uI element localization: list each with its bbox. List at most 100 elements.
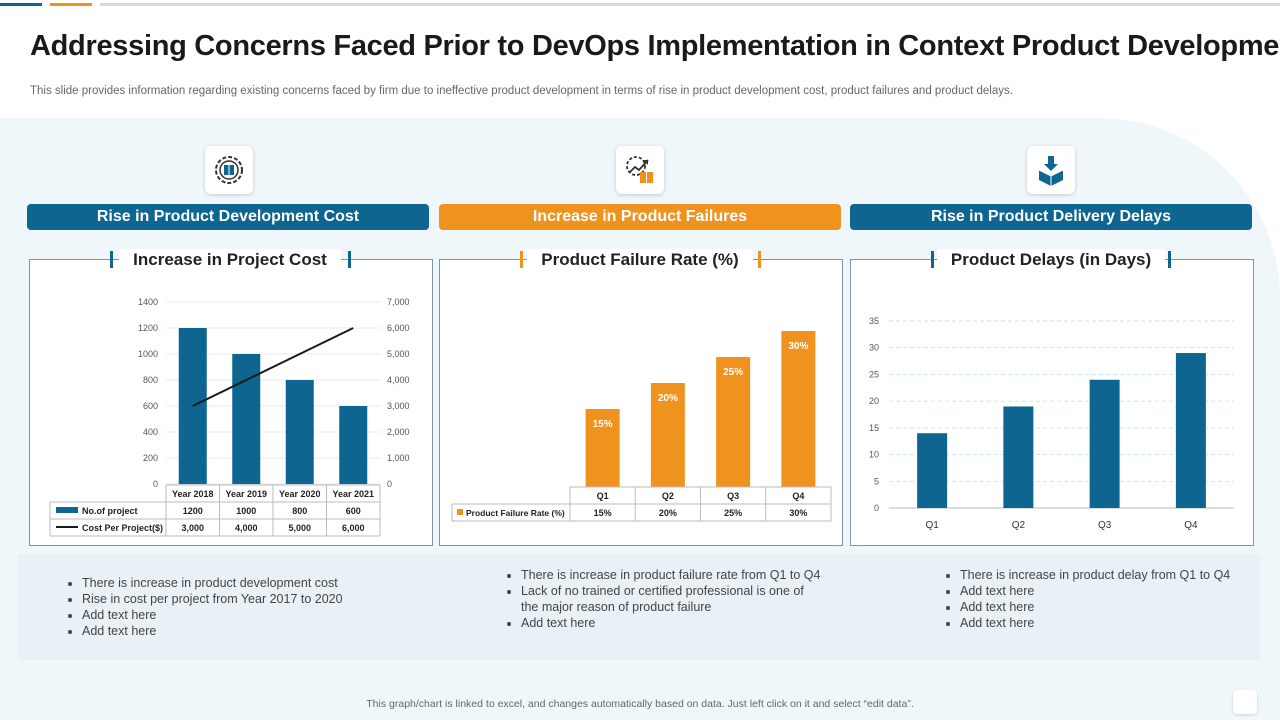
accent-line-orange — [50, 3, 92, 6]
x-category-label: Q2 — [662, 491, 674, 501]
bar-product-delay — [1003, 406, 1034, 508]
bar-data-label: 20% — [658, 393, 678, 404]
y-tick-label: 1200 — [138, 323, 158, 333]
bar-data-label: 25% — [723, 367, 743, 378]
y-tick-label: 25 — [869, 369, 879, 379]
chart-title-failure-rate: Product Failure Rate (%) — [470, 249, 810, 271]
y-tick-label: 1000 — [138, 349, 158, 359]
y-tick-label: 0 — [874, 503, 879, 513]
x-category-label: Q2 — [1012, 520, 1026, 531]
y2-tick-label: 5,000 — [387, 349, 410, 359]
x-category-label: Q4 — [1184, 520, 1198, 531]
gear-box-icon — [205, 146, 253, 194]
slide-subtitle: This slide provides information regardin… — [30, 85, 1013, 97]
banner-product-failures: Increase in Product Failures — [439, 204, 841, 230]
table-cell: 20% — [659, 508, 677, 518]
bullet-item: Add text here — [82, 607, 402, 623]
table-cell: 6,000 — [342, 523, 365, 533]
y-tick-label: 200 — [143, 453, 158, 463]
bar-no-of-project — [285, 380, 314, 484]
y-tick-label: 800 — [143, 375, 158, 385]
title-tick-left — [931, 251, 934, 268]
bullet-item: There is increase in product failure rat… — [521, 567, 821, 583]
project-cost-chart[interactable]: 0 200 400 600 800 1000 1200 1400 0 1,000 2,000 3,00… — [30, 260, 432, 545]
y2-tick-label: 4,000 — [387, 375, 410, 385]
legend-label: Product Failure Rate (%) — [466, 508, 565, 518]
x-category-label: Year 2019 — [225, 489, 267, 499]
title-tick-left — [110, 251, 113, 268]
bar-failure-rate — [585, 409, 620, 487]
line-cost-per-project — [192, 327, 354, 407]
bar-no-of-project — [339, 406, 368, 484]
bullet-item: Add text here — [960, 583, 1250, 599]
title-tick-left — [520, 251, 523, 268]
bar-data-label: 30% — [788, 341, 808, 352]
bar-product-delay — [1175, 353, 1206, 508]
title-tick-right — [1168, 251, 1171, 268]
banner-development-cost: Rise in Product Development Cost — [27, 204, 429, 230]
growth-box-icon — [616, 146, 664, 194]
slide-title: Addressing Concerns Faced Prior to DevOp… — [30, 30, 1280, 62]
delays-chart[interactable]: 0 5 10 15 20 25 30 35 Q1 Q2 Q3 Q4 — [851, 260, 1253, 545]
bar-failure-rate — [716, 357, 751, 487]
bullet-item: Add text here — [82, 623, 402, 639]
y-tick-label: 1400 — [138, 297, 158, 307]
failure-rate-chart[interactable]: 15% 20% 25% 30% Q1 15% Q2 20% Q3 25% Q4 30% Product … — [440, 260, 842, 545]
y-tick-label: 400 — [143, 427, 158, 437]
bullet-item: Add text here — [521, 615, 821, 631]
x-category-label: Q1 — [597, 491, 609, 501]
bullets-development-cost: There is increase in product development… — [62, 575, 402, 639]
accent-line-blue — [0, 3, 42, 6]
legend-swatch-bar — [457, 509, 463, 515]
legend-swatch-bar — [56, 507, 78, 513]
title-tick-right — [348, 251, 351, 268]
table-cell: 800 — [292, 506, 307, 516]
table-cell: 3,000 — [181, 523, 204, 533]
bar-failure-rate — [781, 331, 816, 487]
y-tick-label: 600 — [143, 401, 158, 411]
bullet-item: Lack of no trained or certified professi… — [521, 583, 821, 615]
x-category-label: Q3 — [727, 491, 739, 501]
y-tick-label: 35 — [869, 316, 879, 326]
chart-panel-delays: 0 5 10 15 20 25 30 35 Q1 Q2 Q3 Q4 — [850, 259, 1254, 546]
slide-corner-box — [1233, 690, 1257, 714]
bullets-delivery-delays: There is increase in product delay from … — [940, 567, 1250, 631]
accent-line-grey — [100, 3, 1280, 6]
table-cell: 25% — [724, 508, 742, 518]
x-category-label: Q1 — [925, 520, 939, 531]
y-tick-label: 20 — [869, 396, 879, 406]
download-box-icon — [1027, 146, 1075, 194]
x-category-label: Q4 — [792, 491, 804, 501]
bullet-item: Add text here — [960, 615, 1250, 631]
table-cell: 5,000 — [288, 523, 311, 533]
banner-delivery-delays: Rise in Product Delivery Delays — [850, 204, 1252, 230]
y-tick-label: 5 — [874, 476, 879, 486]
x-category-label: Year 2021 — [332, 489, 374, 499]
legend-label: Cost Per Project($) — [82, 523, 163, 533]
table-cell: 1000 — [236, 506, 256, 516]
y2-tick-label: 6,000 — [387, 323, 410, 333]
bullet-item: There is increase in product delay from … — [960, 567, 1250, 583]
bar-product-delay — [917, 433, 948, 508]
table-cell: 30% — [789, 508, 807, 518]
y2-tick-label: 0 — [387, 479, 392, 489]
chart-panel-project-cost: 0 200 400 600 800 1000 1200 1400 0 1,000 2,000 3,00… — [29, 259, 433, 546]
chart-title-project-cost: Increase in Project Cost — [60, 249, 400, 271]
table-cell: 15% — [594, 508, 612, 518]
y2-tick-label: 2,000 — [387, 427, 410, 437]
bar-data-label: 15% — [593, 419, 613, 430]
y-tick-label: 15 — [869, 423, 879, 433]
x-category-label: Year 2018 — [172, 489, 214, 499]
bar-no-of-project — [232, 354, 261, 484]
bullets-product-failures: There is increase in product failure rat… — [501, 567, 821, 631]
chart-title-delays: Product Delays (in Days) — [881, 249, 1221, 271]
footer-note: This graph/chart is linked to excel, and… — [366, 698, 914, 710]
x-category-label: Q3 — [1098, 520, 1112, 531]
y-tick-label: 0 — [153, 479, 158, 489]
table-cell: 600 — [346, 506, 361, 516]
y2-tick-label: 3,000 — [387, 401, 410, 411]
bullet-item: There is increase in product development… — [82, 575, 402, 591]
y-tick-label: 30 — [869, 343, 879, 353]
chart-panel-failure-rate: 15% 20% 25% 30% Q1 15% Q2 20% Q3 25% Q4 30% Product … — [439, 259, 843, 546]
title-tick-right — [758, 251, 761, 268]
